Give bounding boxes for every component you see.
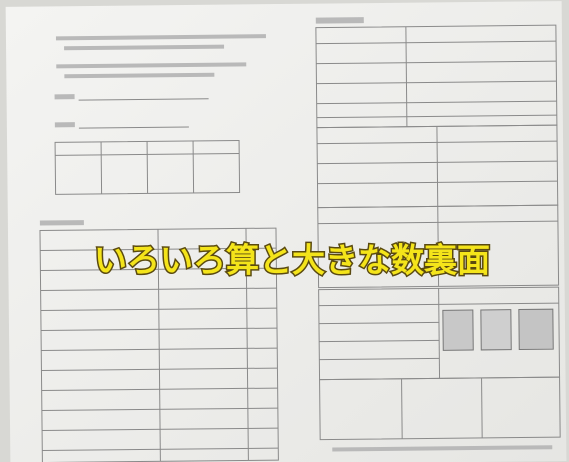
worksheet — [5, 1, 567, 462]
left-instructions — [54, 34, 266, 129]
caption: いろいろ算と大きな数裏面 — [94, 241, 490, 280]
right-tables — [315, 17, 561, 452]
left-list-table — [39, 220, 279, 462]
paper — [5, 1, 567, 462]
left-small-table — [54, 139, 241, 195]
